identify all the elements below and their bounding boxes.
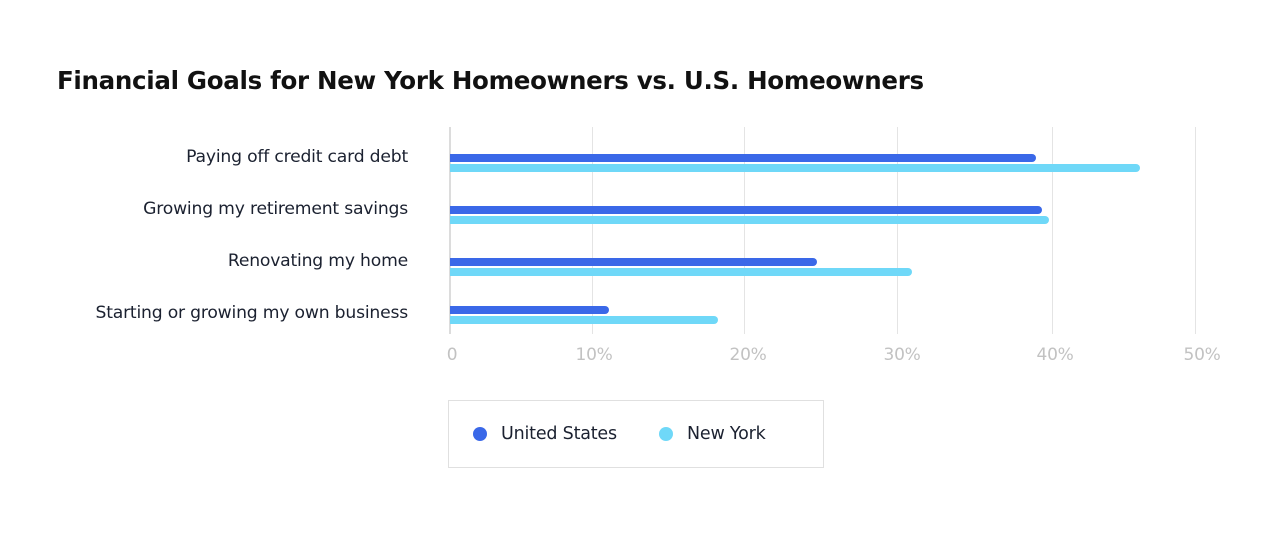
category-label: Paying off credit card debt: [186, 147, 408, 167]
chart-title: Financial Goals for New York Homeowners …: [57, 66, 924, 95]
bar-united-states: [450, 306, 610, 314]
legend-label: United States: [501, 424, 617, 444]
x-tick-label: 10%: [575, 345, 613, 365]
bar-new-york: [450, 316, 719, 324]
category-label: Starting or growing my own business: [95, 303, 408, 323]
category-label: Renovating my home: [227, 251, 408, 271]
x-tick-label: 0: [446, 345, 458, 365]
x-tick-label: 20%: [729, 345, 767, 365]
legend-label: New York: [687, 424, 766, 444]
bar-new-york: [450, 164, 1140, 172]
x-tick-label: 30%: [883, 345, 921, 365]
gridline-20: [744, 127, 745, 334]
legend-item-united-states[interactable]: United States: [473, 424, 617, 444]
bar-united-states: [450, 206, 1042, 214]
bar-united-states: [450, 258, 817, 266]
y-axis-line: [449, 127, 451, 334]
x-tick-label: 40%: [1036, 345, 1074, 365]
legend-item-new-york[interactable]: New York: [659, 424, 766, 444]
bar-new-york: [450, 268, 912, 276]
gridline-30: [897, 127, 898, 334]
gridline-50: [1195, 127, 1196, 334]
legend-dot-icon: [473, 427, 487, 441]
bar-new-york: [450, 216, 1049, 224]
gridline-10: [592, 127, 593, 334]
x-tick-label: 50%: [1183, 345, 1221, 365]
legend-dot-icon: [659, 427, 673, 441]
bar-united-states: [450, 154, 1036, 162]
category-label: Growing my retirement savings: [143, 199, 408, 219]
chart-legend: United States New York: [448, 400, 824, 468]
gridline-40: [1052, 127, 1053, 334]
